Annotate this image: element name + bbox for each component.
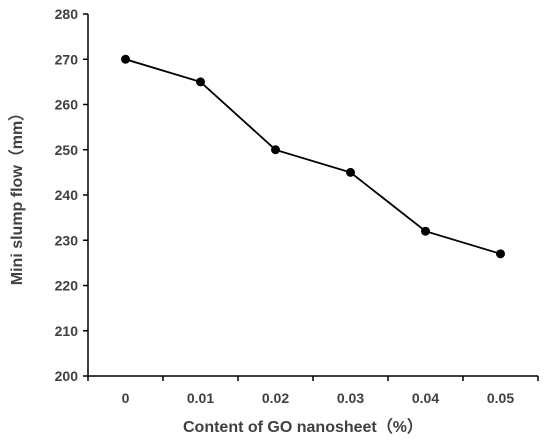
x-tick-label: 0.02 [262, 390, 289, 406]
x-axis-title: Content of GO nanosheet（%） [183, 418, 423, 436]
y-axis-title: Mini slump flow（mm） [8, 105, 26, 285]
y-tick-label: 270 [55, 51, 79, 67]
data-point [346, 167, 355, 177]
x-tick-label: 0.01 [187, 390, 214, 406]
x-tick-label: 0.03 [337, 390, 364, 406]
y-tick-label: 220 [55, 278, 79, 294]
series-line [125, 58, 501, 255]
x-tick-label: 0 [122, 390, 130, 406]
data-point [271, 145, 280, 155]
y-tick-label: 230 [55, 232, 79, 248]
plot-area: 200 210 220 230 240 250 260 270 280 0 0.01 0.02 0.03… [55, 6, 539, 406]
x-tick-label: 0.05 [487, 390, 514, 406]
y-tick-label: 250 [55, 142, 79, 158]
data-point [196, 77, 205, 87]
data-point [121, 54, 130, 64]
y-tick-label: 210 [55, 323, 79, 339]
y-tick-label: 200 [55, 368, 79, 384]
y-tick-label: 240 [55, 187, 79, 203]
x-tick-label: 0.04 [412, 390, 439, 406]
data-point [496, 249, 505, 259]
data-point [421, 226, 430, 236]
y-tick-label: 260 [55, 97, 79, 113]
y-tick-label: 280 [55, 6, 79, 22]
